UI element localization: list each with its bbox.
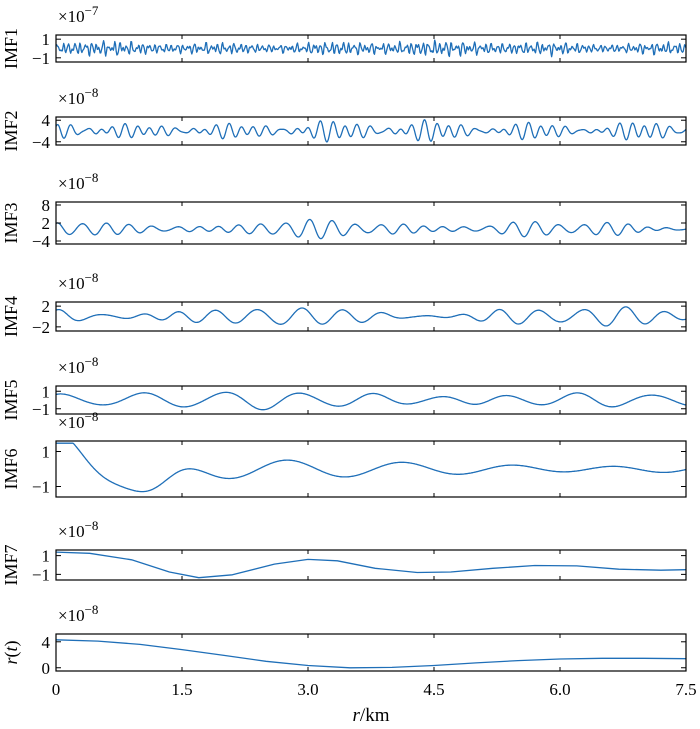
- panel-1-ytick-label-0: 1: [42, 30, 51, 49]
- panel-7-axes-frame: [55, 549, 687, 581]
- panel-8-series-line: [55, 639, 687, 669]
- xtick-label-4: 6.0: [549, 680, 570, 699]
- panel-7-ytick-label-0: 1: [42, 547, 51, 566]
- panel-5-series-line: [55, 391, 687, 411]
- panel-2-ytick-label-1: −4: [32, 133, 51, 152]
- panel-1-ylabel: IMF1: [1, 28, 21, 69]
- panel-4-ytick-label-0: 2: [42, 297, 51, 316]
- panel-8-axes-frame: [55, 633, 687, 672]
- panel-2-multiplier: ×10−8: [58, 85, 98, 108]
- panel-4-series-line: [55, 306, 687, 327]
- panel-6-ytick-label-0: 1: [42, 443, 51, 462]
- panel-7-ylabel: IMF7: [1, 544, 21, 585]
- panel-5-ytick-label-1: −1: [32, 400, 50, 419]
- panel-1-axes-frame: [55, 34, 687, 63]
- panel-8-ylabel: r(t): [1, 640, 22, 664]
- panel-8-ytick-label-1: 0: [42, 659, 51, 678]
- panel-1-ytick-label-1: −1: [32, 49, 50, 68]
- panel-7-series-line: [55, 551, 687, 579]
- xtick-label-3: 4.5: [423, 680, 444, 699]
- panel-7-multiplier: ×10−8: [58, 518, 98, 541]
- panel-3-axes-frame: [55, 201, 687, 245]
- panel-3-series-line: [55, 218, 687, 240]
- panel-6-multiplier: ×10−8: [58, 409, 98, 432]
- panel-2-series-line: [55, 119, 687, 143]
- panel-7-ytick-label-1: −1: [32, 565, 50, 584]
- panel-6-ytick-label-1: −1: [32, 478, 50, 497]
- panel-3-ytick-label-2: −4: [32, 232, 51, 251]
- panel-1-series-line: [55, 39, 687, 58]
- panel-2-ylabel: IMF2: [1, 110, 21, 151]
- xtick-label-1: 1.5: [171, 680, 192, 699]
- panel-3-ylabel: IMF3: [1, 202, 21, 243]
- panel-1-multiplier: ×10−7: [58, 3, 99, 26]
- panel-4-ytick-label-1: −2: [32, 318, 50, 337]
- panel-6-ylabel: IMF6: [1, 448, 21, 489]
- panel-5-axes-frame: [55, 385, 687, 415]
- panel-8-ytick-label-0: 4: [42, 633, 51, 652]
- panel-5-ytick-label-0: 1: [42, 382, 51, 401]
- x-axis-label: r/km: [353, 705, 390, 726]
- panel-5-multiplier: ×10−8: [58, 354, 98, 377]
- panel-3-multiplier: ×10−8: [58, 170, 98, 193]
- panel-4-axes-frame: [55, 301, 687, 332]
- panel-8-multiplier: ×10−8: [58, 602, 98, 625]
- panel-3-ytick-label-1: 2: [42, 214, 51, 233]
- panel-6-axes-frame: [55, 440, 687, 498]
- xtick-label-0: 0: [52, 680, 61, 699]
- panel-4-multiplier: ×10−8: [58, 270, 98, 293]
- xtick-label-2: 3.0: [297, 680, 318, 699]
- panel-2-ytick-label-0: 4: [42, 111, 51, 130]
- panel-4-ylabel: IMF4: [1, 296, 21, 337]
- panel-2-axes-frame: [55, 116, 687, 146]
- panel-6-series-line: [56, 442, 687, 493]
- panel-5-ylabel: IMF5: [1, 379, 21, 420]
- panel-3-ytick-label-0: 8: [42, 196, 51, 215]
- xtick-label-5: 7.5: [675, 680, 696, 699]
